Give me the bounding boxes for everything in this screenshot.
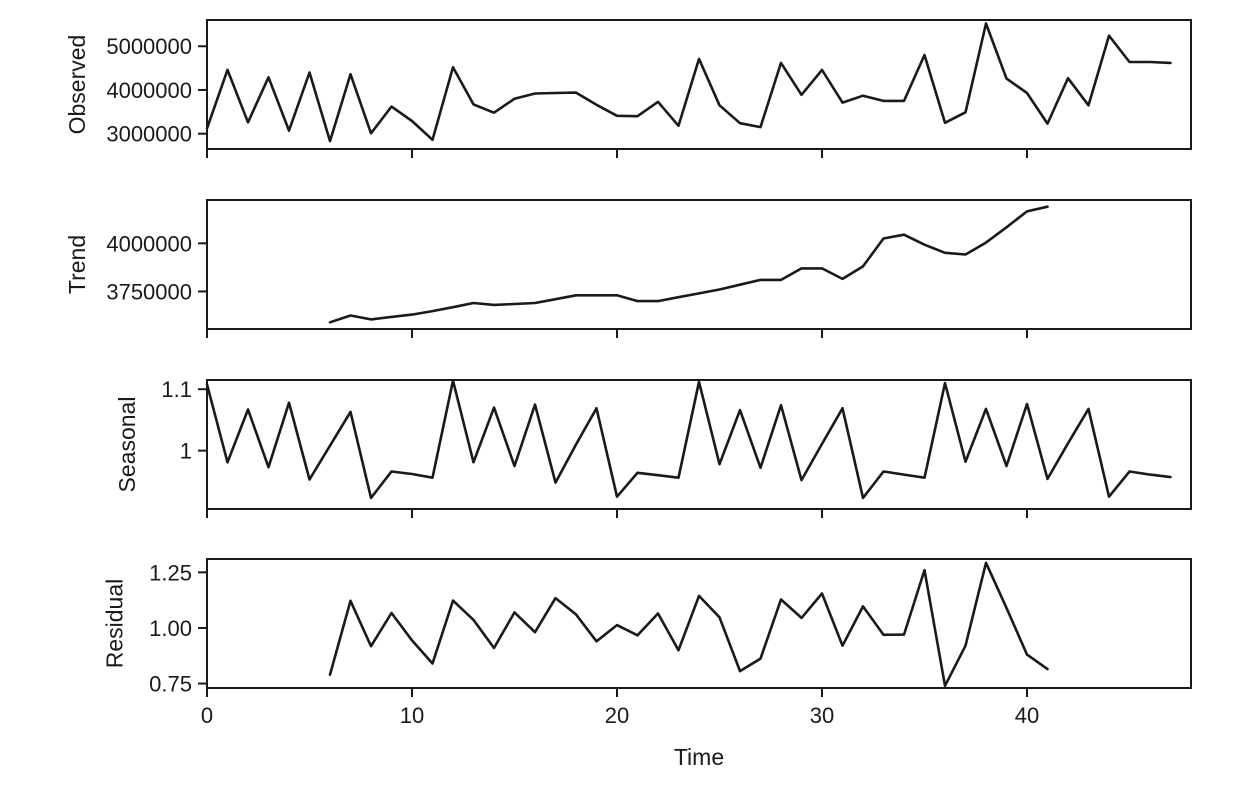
series-line-residual [328,561,1049,688]
panel-seasonal: 1 1.1 Seasonal [114,377,1192,518]
y-tick-label-residual: 1.00 [149,616,192,641]
series-line-trend [328,205,1049,324]
x-axis-label: Time [674,744,724,770]
x-tick-label: 0 [201,703,213,728]
panel-frame-trend [206,199,1192,330]
y-axis-label-seasonal: Seasonal [114,397,140,493]
panel-residual: 0.75 1.00 1.25 Residual [101,558,1192,697]
x-tick-label: 30 [810,703,834,728]
y-tick-label-seasonal: 1.1 [161,377,192,402]
y-tick-label-residual: 1.25 [149,560,192,585]
y-tick-label-observed: 4000000 [106,78,192,103]
y-axis-label-residual: Residual [101,579,127,669]
panel-observed: 3000000 4000000 5000000 Observed [64,19,1192,158]
panel-trend: 3750000 4000000 Trend [64,199,1192,338]
panel-frame-observed [206,19,1192,150]
y-tick-label-observed: 5000000 [106,34,192,59]
x-tick-label: 20 [605,703,629,728]
panel-frame-seasonal [206,379,1192,510]
x-tick-label: 40 [1015,703,1039,728]
y-tick-label-residual: 0.75 [149,672,192,697]
y-tick-label-seasonal: 1 [180,439,192,464]
y-tick-label-trend: 4000000 [106,231,192,256]
series-line-seasonal [205,379,1172,500]
panel-frame-residual [206,558,1192,689]
series-line-observed [205,22,1172,143]
x-tick-label: 10 [400,703,424,728]
y-tick-label-trend: 3750000 [106,279,192,304]
x-axis: 0 10 20 30 40 [201,703,1039,728]
y-tick-label-observed: 3000000 [106,122,192,147]
panels-layer: 300000040000005000000Observed37500004000… [64,19,1192,728]
y-axis-label-trend: Trend [64,235,90,294]
y-axis-label-observed: Observed [64,35,90,135]
